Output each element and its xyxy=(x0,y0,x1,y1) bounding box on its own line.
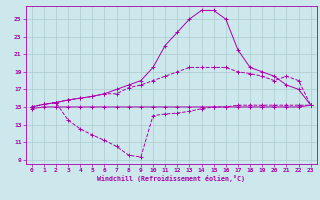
X-axis label: Windchill (Refroidissement éolien,°C): Windchill (Refroidissement éolien,°C) xyxy=(97,175,245,182)
